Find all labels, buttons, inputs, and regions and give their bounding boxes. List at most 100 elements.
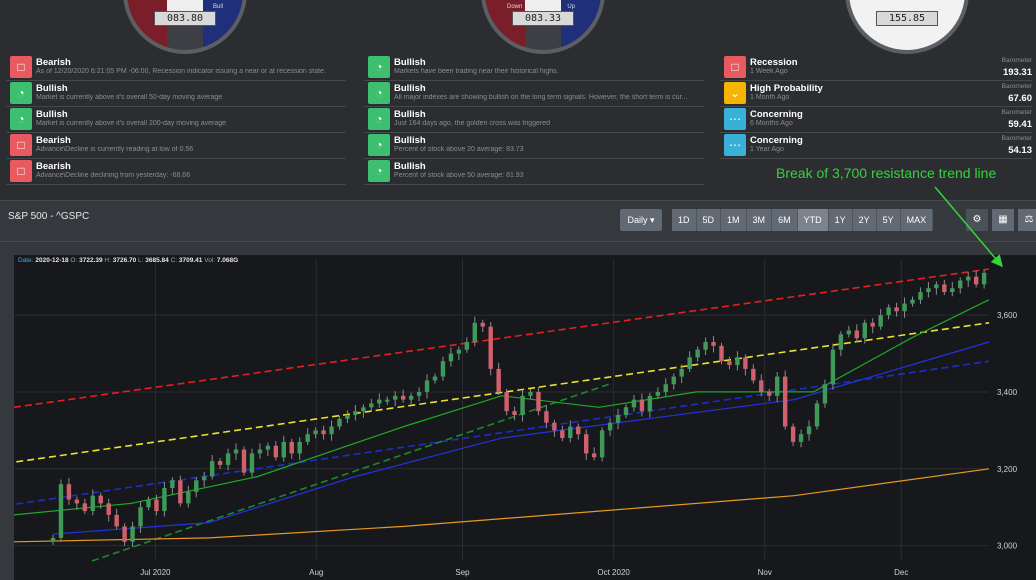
candle-body [584,434,589,454]
signal-row[interactable]: □ Bearish Advance\Decline is currently r… [6,133,346,159]
signal-row[interactable]: ◔ Bullish Percent of stock above 50 aver… [364,159,704,185]
signal-row[interactable]: ◔ Bullish Market is currently above it's… [6,107,346,133]
candle-body [90,495,95,512]
chart-svg: 3,000 3,200 3,400 3,600 Jul 2020 Aug Sep Oct 20… [14,259,1018,577]
candle-body [950,288,955,293]
x-tick-label: Aug [309,568,323,577]
candle-body [966,276,971,281]
range-6m[interactable]: 6M [772,209,798,231]
x-tick-label: Oct 2020 [597,568,630,577]
candle-body [472,322,477,342]
candle-body [146,499,151,508]
signal-row[interactable]: ◔ Bullish Markets have been trading near… [364,55,704,81]
candle-body [257,449,263,454]
interval-dropdown[interactable]: Daily ▾ [620,209,662,231]
candle-body [480,322,485,327]
range-1y[interactable]: 1Y [828,209,853,231]
candle-body [138,507,143,527]
signal-title: Bearish [36,161,71,172]
gauge-right-label: Up [567,4,575,10]
signal-title: Bearish [36,57,71,68]
candle-body [942,284,947,293]
signal-title: Bullish [394,83,426,94]
candle-body [735,357,740,366]
candle-body [400,395,406,400]
signal-desc: As of 12/20/2020 6:21:05 PM -06:00, Rece… [36,68,326,75]
candle-body [655,391,661,396]
range-1d[interactable]: 1D [672,209,697,231]
range-ytd[interactable]: YTD [797,209,829,231]
candle-body [361,407,366,412]
sentiment-gauge-1: Bull 083.80 [123,0,247,54]
signal-row[interactable]: □ Bearish Advance\Decline declining from… [6,159,346,185]
y-tick-label: 3,400 [997,388,1018,397]
candle-body [202,476,207,481]
candle-body [329,426,334,435]
gauge-icon: ◔ [368,82,390,104]
signal-row[interactable]: ⋯ Concerning 1 Year Ago Barometer 54.13 [720,133,1032,159]
candle-body [66,484,72,500]
candle-body [854,330,859,339]
signal-title: Bearish [36,135,71,146]
candle-body [408,395,414,400]
candle-body [934,284,939,289]
candle-body [416,391,422,396]
scale-icon[interactable]: ⚖ [1018,209,1036,231]
range-2y[interactable]: 2Y [852,209,877,231]
candle-body [727,361,732,366]
candle-body [504,391,509,412]
trend-line [14,321,990,463]
candle-body [639,399,645,412]
signal-row[interactable]: ⋯ Concerning 6 Months Ago Barometer 59.41 [720,107,1032,133]
signal-title: Bullish [394,57,426,68]
candle-body [154,499,159,512]
candle-body [241,449,247,473]
signal-row[interactable]: ◔ Bullish Percent of stock above 20 aver… [364,133,704,159]
ohlc-readout: Date: 2020-12-18 O: 3722.39 H: 3726.70 L… [18,257,238,264]
trend-line [14,360,990,506]
candle-body [289,441,294,454]
dots-icon: ⋯ [724,108,746,130]
candle-body [926,288,931,293]
candle-body [973,276,979,285]
price-chart[interactable]: 3,000 3,200 3,400 3,600 Jul 2020 Aug Sep Oct 20… [14,255,1036,580]
candle-body [910,299,915,304]
candle-body [130,526,135,542]
barometer-label: Barometer [1001,83,1032,90]
calculator-icon[interactable]: ▦ [992,209,1014,231]
candle-body [958,280,963,289]
ohlc-open-label: O: [70,257,78,264]
range-5y[interactable]: 5Y [876,209,901,231]
range-1m[interactable]: 1M [721,209,747,231]
signal-row[interactable]: ⌄ High Probability 1 Month Ago Barometer … [720,81,1032,107]
candle-body [297,441,302,454]
ohlc-close: 3709.41 [178,257,203,264]
range-max[interactable]: MAX [900,209,934,231]
signal-row[interactable]: □ Recession 1 Week Ago Barometer 193.31 [720,55,1032,81]
signal-row[interactable]: ◔ Bullish Just 164 days ago, the golden … [364,107,704,133]
candle-body [846,330,852,335]
signal-row[interactable]: ◔ Bullish Market is currently above it's… [6,81,346,107]
ohlc-volume-label: Vol: [204,257,216,264]
candle-body [209,461,215,477]
chevron-down-icon: ⌄ [724,82,746,104]
candle-body [894,307,899,312]
candle-body [886,307,891,316]
candle-body [488,326,493,369]
settings-gear-icon[interactable]: ⚙ [966,209,988,231]
signal-row[interactable]: □ Bearish As of 12/20/2020 6:21:05 PM -0… [6,55,346,81]
range-5d[interactable]: 5D [696,209,722,231]
candle-body [249,453,255,473]
signals-mid-column: ◔ Bullish Markets have been trading near… [364,55,704,185]
barometer-value: 54.13 [1008,145,1032,156]
candle-body [663,384,668,392]
candle-body [544,411,549,423]
candle-body [170,480,175,488]
signal-title: Concerning [750,109,803,120]
candle-body [496,368,501,392]
signal-row[interactable]: ◔ Bullish All major indexes are showing … [364,81,704,107]
candle-body [337,418,342,427]
x-tick-label: Nov [758,568,772,577]
range-3m[interactable]: 3M [746,209,773,231]
